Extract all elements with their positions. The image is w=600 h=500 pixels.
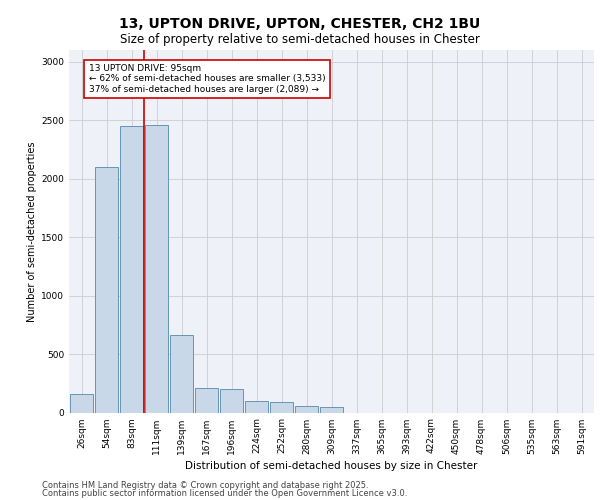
Bar — [295, 406, 318, 412]
Bar — [145, 125, 168, 412]
Bar — [120, 126, 143, 412]
Text: 13, UPTON DRIVE, UPTON, CHESTER, CH2 1BU: 13, UPTON DRIVE, UPTON, CHESTER, CH2 1BU — [119, 18, 481, 32]
Text: Contains public sector information licensed under the Open Government Licence v3: Contains public sector information licen… — [42, 489, 407, 498]
Text: 13 UPTON DRIVE: 95sqm
← 62% of semi-detached houses are smaller (3,533)
37% of s: 13 UPTON DRIVE: 95sqm ← 62% of semi-deta… — [89, 64, 326, 94]
X-axis label: Distribution of semi-detached houses by size in Chester: Distribution of semi-detached houses by … — [185, 460, 478, 470]
Bar — [195, 388, 218, 412]
Bar — [270, 402, 293, 412]
Text: Contains HM Land Registry data © Crown copyright and database right 2025.: Contains HM Land Registry data © Crown c… — [42, 480, 368, 490]
Bar — [170, 336, 193, 412]
Y-axis label: Number of semi-detached properties: Number of semi-detached properties — [27, 141, 37, 322]
Bar — [220, 389, 243, 412]
Bar — [245, 401, 268, 412]
Bar — [95, 167, 118, 412]
Bar — [320, 407, 343, 412]
Text: Size of property relative to semi-detached houses in Chester: Size of property relative to semi-detach… — [120, 32, 480, 46]
Bar — [70, 394, 93, 412]
